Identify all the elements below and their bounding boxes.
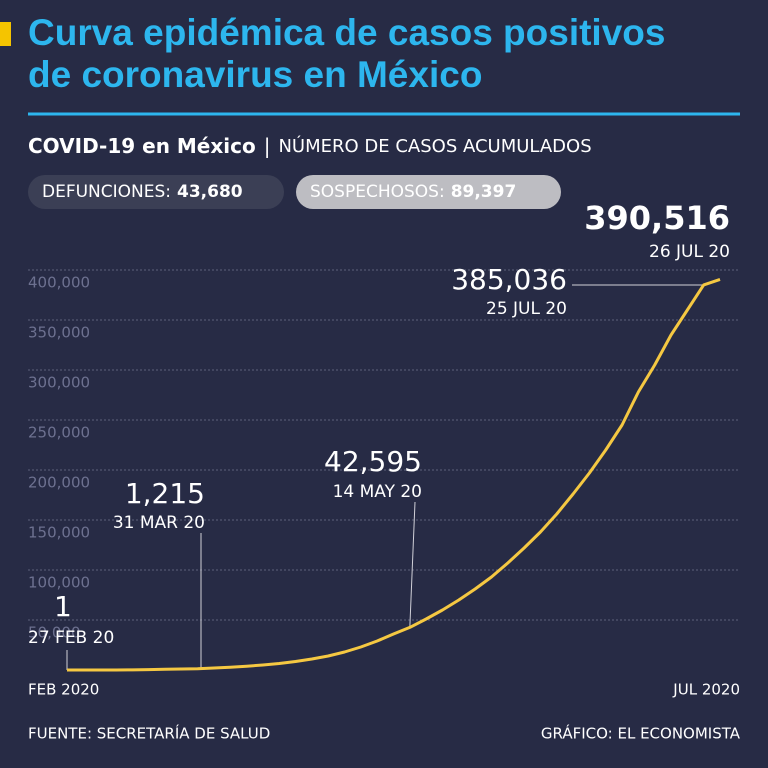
date-label: 14 MAY 20 — [333, 482, 422, 502]
accent-bar — [0, 22, 11, 46]
series-line — [66, 278, 721, 672]
stat: SOSPECHOSOS: 89,397 — [310, 182, 516, 202]
title-line: Curva epidémica de casos positivos — [28, 12, 665, 53]
stat-value: 43,680 — [177, 182, 243, 202]
y-tick-label: 50,000 — [28, 624, 81, 642]
stat-label: SOSPECHOSOS: — [310, 182, 445, 202]
title-line: de coronavirus en México — [28, 54, 482, 95]
y-tick-label: 250,000 — [28, 424, 90, 442]
source: FUENTE: SECRETARÍA DE SALUD — [28, 724, 270, 743]
x-axis-label: FEB 2020 — [28, 681, 99, 699]
stat-pill — [28, 175, 284, 209]
y-tick-label: 200,000 — [28, 474, 90, 492]
date-label: 31 MAR 20 — [113, 513, 205, 533]
date-label: 27 FEB 20 — [28, 628, 114, 648]
y-tick-label: 400,000 — [28, 274, 90, 292]
value-label: 42,595 — [324, 445, 422, 478]
date-label: 25 JUL 20 — [486, 299, 567, 319]
value-label: 385,036 — [451, 263, 567, 296]
stat-value: 89,397 — [451, 182, 517, 202]
stat-pill — [296, 175, 561, 209]
x-axis-label: JUL 2020 — [672, 681, 740, 699]
stat-label: DEFUNCIONES: — [42, 182, 171, 202]
credit: GRÁFICO: EL ECONOMISTA — [541, 724, 741, 743]
value-label: 390,516 — [584, 199, 730, 237]
separator: | — [264, 134, 271, 158]
value-label: 1 — [54, 590, 72, 623]
date-label: 26 JUL 20 — [649, 242, 730, 262]
subtitle-text: NÚMERO DE CASOS ACUMULADOS — [278, 135, 591, 157]
stat: DEFUNCIONES: 43,680 — [42, 182, 243, 202]
value-label: 1,215 — [125, 477, 205, 510]
subtitle: COVID-19 en México | NÚMERO DE CASOS ACUMU… — [28, 134, 592, 158]
leader-line — [409, 501, 416, 628]
y-tick-label: 150,000 — [28, 524, 90, 542]
y-tick-label: 300,000 — [28, 374, 90, 392]
y-tick-label: 100,000 — [28, 574, 90, 592]
y-tick-label: 350,000 — [28, 324, 90, 342]
subtitle-bold: COVID-19 en México — [28, 134, 256, 158]
